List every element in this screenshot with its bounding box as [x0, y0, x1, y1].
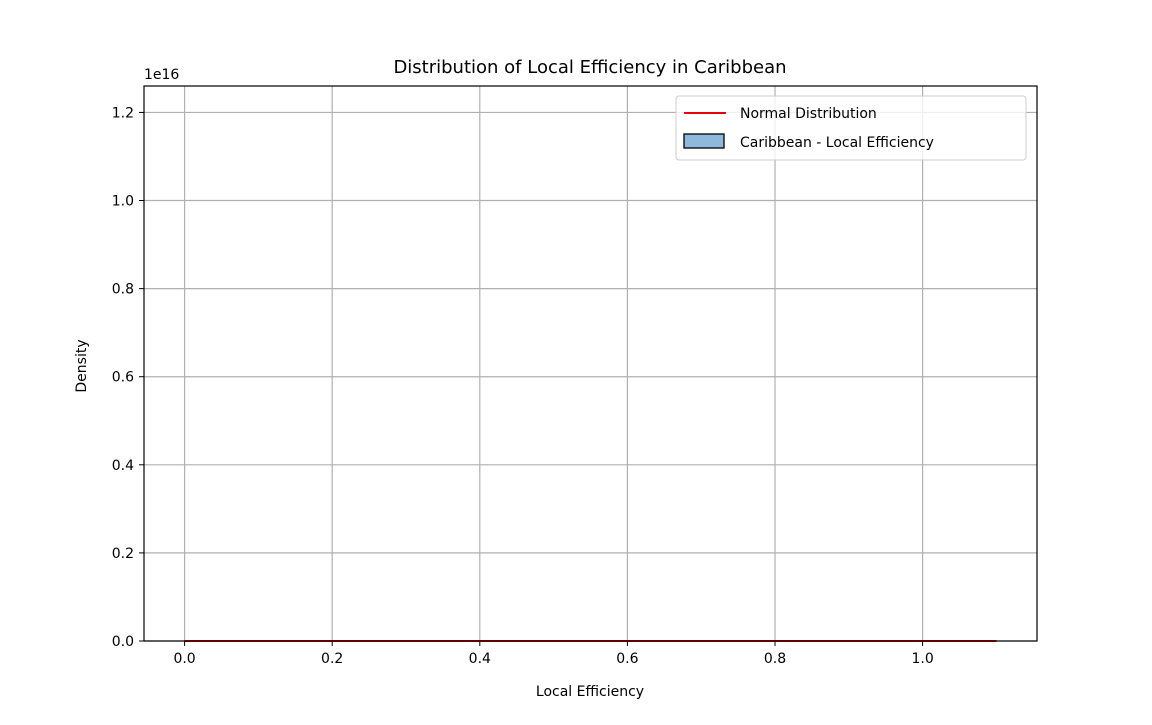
y-axis-ticks: 0.0 0.2 0.4 0.6 0.8 1.0 1.2 — [112, 105, 144, 650]
y-tick-label: 0.8 — [112, 282, 134, 298]
chart-title: Distribution of Local Efficiency in Cari… — [393, 57, 786, 78]
legend-label-histogram: Caribbean - Local Efficiency — [740, 135, 934, 151]
axes-frame — [143, 85, 1038, 642]
y-tick-label: 0.4 — [112, 458, 134, 474]
y-axis-label: Density — [74, 339, 90, 392]
legend: Normal Distribution Caribbean - Local Ef… — [675, 95, 1027, 161]
legend-frame — [675, 95, 1027, 161]
plot-area — [144, 86, 1037, 641]
y-tick-label: 0.6 — [112, 370, 134, 386]
y-tick-label: 1.2 — [112, 105, 134, 121]
legend-hist-swatch — [683, 133, 725, 149]
x-tick-label: 0.4 — [469, 651, 491, 667]
legend-label-normal: Normal Distribution — [740, 106, 877, 122]
y-tick-label: 1.0 — [112, 194, 134, 210]
y-tick-label: 0.0 — [112, 634, 134, 650]
grid — [144, 86, 1037, 642]
x-axis-ticks: 0.0 0.2 0.4 0.6 0.8 1.0 — [173, 641, 934, 667]
x-tick-label: 0.8 — [764, 651, 786, 667]
x-tick-label: 1.0 — [911, 651, 933, 667]
x-axis-label: Local Efficiency — [536, 684, 644, 700]
x-tick-label: 0.6 — [616, 651, 638, 667]
x-tick-label: 0.0 — [173, 651, 195, 667]
y-axis-offset-text: 1e16 — [144, 67, 179, 83]
y-tick-label: 0.2 — [112, 546, 134, 562]
x-tick-label: 0.2 — [321, 651, 343, 667]
